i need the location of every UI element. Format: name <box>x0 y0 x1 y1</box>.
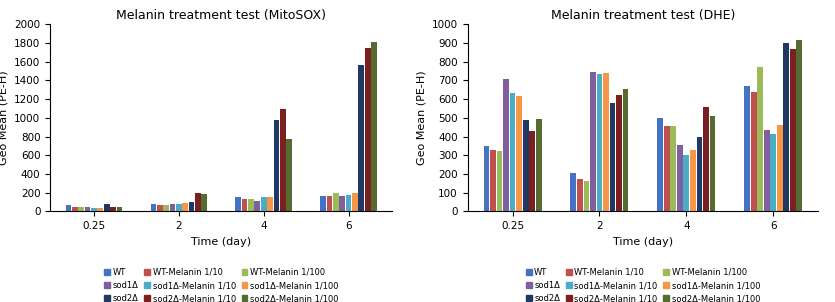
Y-axis label: Geo Mean (PE-H): Geo Mean (PE-H) <box>416 70 426 165</box>
Bar <box>623 89 629 211</box>
X-axis label: Time (day): Time (day) <box>191 237 251 247</box>
Bar <box>176 204 182 211</box>
Bar <box>603 73 609 211</box>
Bar <box>104 204 109 211</box>
Bar <box>596 74 602 211</box>
Bar <box>346 195 352 211</box>
Bar <box>497 152 503 211</box>
Bar <box>170 204 175 211</box>
Bar <box>91 208 97 211</box>
Bar <box>509 93 515 211</box>
Bar <box>286 139 292 211</box>
Bar <box>201 194 207 211</box>
Bar <box>150 204 156 211</box>
Bar <box>777 125 782 211</box>
Bar <box>764 130 770 211</box>
Legend: WT, sod1Δ, sod2Δ, WT-Melanin 1/10, sod1Δ-Melanin 1/10, sod2Δ-Melanin 1/10, WT-Me: WT, sod1Δ, sod2Δ, WT-Melanin 1/10, sod1Δ… <box>526 268 760 302</box>
Legend: WT, sod1Δ, sod2Δ, WT-Melanin 1/10, sod1Δ-Melanin 1/10, sod2Δ-Melanin 1/10, WT-Me: WT, sod1Δ, sod2Δ, WT-Melanin 1/10, sod1Δ… <box>104 268 338 302</box>
Bar <box>516 96 522 211</box>
X-axis label: Time (day): Time (day) <box>613 237 673 247</box>
Y-axis label: Geo Mean (PE-H): Geo Mean (PE-H) <box>0 70 8 165</box>
Bar <box>536 119 542 211</box>
Bar <box>157 205 163 211</box>
Bar <box>710 116 716 211</box>
Bar <box>610 103 615 211</box>
Bar <box>684 155 690 211</box>
Title: Melanin treatment test (MitoSOX): Melanin treatment test (MitoSOX) <box>116 8 326 22</box>
Bar <box>248 199 254 211</box>
Bar <box>255 201 261 211</box>
Bar <box>523 120 529 211</box>
Bar <box>326 196 332 211</box>
Bar <box>274 120 279 211</box>
Bar <box>333 193 339 211</box>
Bar <box>267 197 273 211</box>
Bar <box>703 107 709 211</box>
Bar <box>98 208 104 211</box>
Bar <box>797 40 802 211</box>
Bar <box>790 49 796 211</box>
Bar <box>751 92 757 211</box>
Bar <box>189 202 195 211</box>
Bar <box>78 207 84 211</box>
Bar <box>690 149 696 211</box>
Bar <box>110 207 116 211</box>
Bar <box>164 205 169 211</box>
Bar <box>339 196 345 211</box>
Bar <box>352 193 357 211</box>
Bar <box>570 173 576 211</box>
Bar <box>358 65 364 211</box>
Bar <box>490 149 496 211</box>
Title: Melanin treatment test (DHE): Melanin treatment test (DHE) <box>551 8 735 22</box>
Bar <box>235 198 241 211</box>
Bar <box>744 86 750 211</box>
Bar <box>696 137 702 211</box>
Bar <box>677 145 683 211</box>
Bar <box>72 207 78 211</box>
Bar <box>616 95 622 211</box>
Bar <box>671 126 676 211</box>
Bar <box>529 131 535 211</box>
Bar <box>664 126 670 211</box>
Bar <box>757 67 763 211</box>
Bar <box>321 196 326 211</box>
Bar <box>504 79 509 211</box>
Bar <box>577 179 583 211</box>
Bar <box>372 42 377 211</box>
Bar <box>483 146 489 211</box>
Bar <box>182 203 188 211</box>
Bar <box>261 198 266 211</box>
Bar <box>66 205 71 211</box>
Bar <box>242 199 247 211</box>
Bar <box>584 181 590 211</box>
Bar <box>117 207 122 211</box>
Bar <box>590 72 596 211</box>
Bar <box>85 207 90 211</box>
Bar <box>657 118 663 211</box>
Bar <box>195 193 200 211</box>
Bar <box>783 43 789 211</box>
Bar <box>365 48 371 211</box>
Bar <box>280 109 286 211</box>
Bar <box>771 134 777 211</box>
